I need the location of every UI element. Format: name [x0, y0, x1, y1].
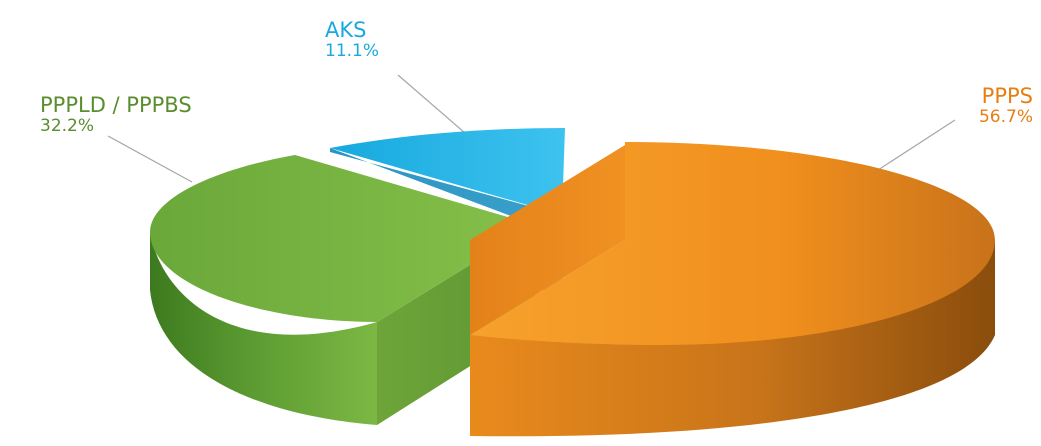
pie-slice-pppld-pppbs-side: [150, 232, 377, 425]
leader-line-ppps: [877, 119, 956, 171]
pie-slice-ppps-cut: [470, 145, 625, 335]
pie-slice-ppps-top: [470, 142, 995, 345]
slice-percent-ppps: 56.7%: [979, 107, 1033, 127]
pie-slice-ppps: [470, 142, 995, 437]
leader-line-pppld-pppbs: [107, 135, 193, 183]
slice-label-pppld-pppbs: PPPLD / PPPBS: [40, 93, 192, 117]
slice-label-aks: AKS: [325, 18, 366, 42]
pie-slice-pppld-pppbs-top: [150, 155, 535, 322]
slice-label-ppps: PPPS: [982, 84, 1033, 108]
leader-line-aks: [397, 74, 466, 134]
slice-percent-pppld-pppbs: 32.2%: [40, 116, 94, 136]
pie-slice-aks-top: [330, 128, 565, 215]
slice-percent-aks: 11.1%: [325, 41, 379, 61]
